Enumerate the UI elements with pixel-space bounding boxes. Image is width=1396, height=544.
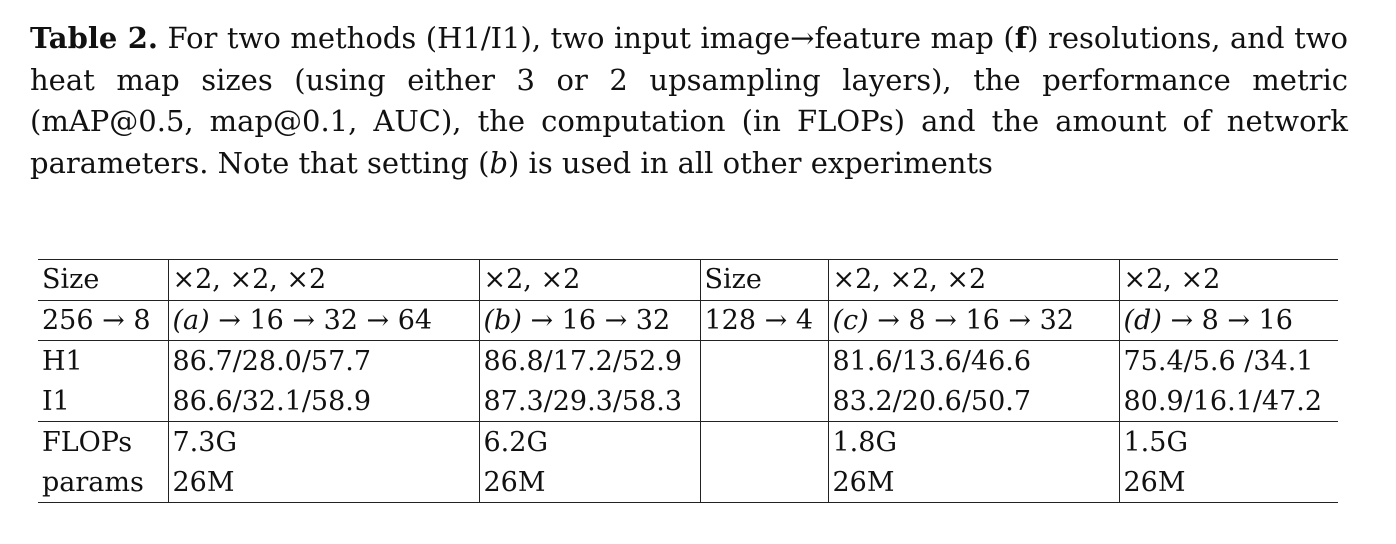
setting-b-chain: → 16 → 32 (521, 304, 671, 336)
setting-a-label: (a) (172, 304, 210, 336)
setting-b-label: (b) (483, 304, 522, 336)
header-cell-setting-b: (b) → 16 → 32 (478, 299, 700, 341)
cell-params-d: 26M (1118, 462, 1338, 503)
cell-h1-d: 75.4/5.6 /34.1 (1118, 340, 1338, 381)
caption-f-symbol: f (1014, 21, 1028, 55)
cell-flops-a: 7.3G (167, 421, 479, 462)
table-header-row-upsampling: Size ×2, ×2, ×2 ×2, ×2 Size ×2, ×2, ×2 ×… (38, 259, 1338, 300)
cell-flops-b: 6.2G (478, 421, 700, 462)
cell-params-c: 26M (827, 462, 1119, 503)
table-header-row-resolutions: 256 → 8 (a) → 16 → 32 → 64 (b) → 16 → 32… (38, 299, 1338, 341)
cell-i1-c: 83.2/20.6/50.7 (827, 381, 1119, 422)
results-table: Size ×2, ×2, ×2 ×2, ×2 Size ×2, ×2, ×2 ×… (38, 259, 1338, 503)
header-cell-upsampling-a: ×2, ×2, ×2 (167, 259, 479, 300)
header-cell-upsampling-d: ×2, ×2 (1118, 259, 1338, 300)
header-cell-upsampling-b: ×2, ×2 (478, 259, 700, 300)
caption-label: Table 2. (30, 21, 159, 55)
caption-text-part-3: ) is used in all other experiments (508, 145, 993, 180)
caption-text-part-1: For two methods (H1/I1), two input image… (158, 21, 1015, 55)
caption-b-symbol: b (489, 145, 509, 180)
header-cell-setting-a: (a) → 16 → 32 → 64 (167, 299, 479, 341)
table-row-i1: I1 86.6/32.1/58.9 87.3/29.3/58.3 83.2/20… (38, 381, 1338, 422)
cell-h1-a: 86.7/28.0/57.7 (167, 340, 479, 381)
table-row-h1: H1 86.7/28.0/57.7 86.8/17.2/52.9 81.6/13… (38, 340, 1338, 381)
cell-i1-b: 87.3/29.3/58.3 (478, 381, 700, 422)
header-cell-resolution-128: 128 → 4 (699, 299, 828, 341)
table-row-params: params 26M 26M 26M 26M (38, 462, 1338, 503)
cell-i1-d: 80.9/16.1/47.2 (1118, 381, 1338, 422)
table-caption: Table 2. For two methods (H1/I1), two in… (30, 18, 1348, 184)
header-cell-size-b: Size (699, 259, 828, 300)
caption-text-part-2: ) resolutions, and two heat map sizes (u… (30, 21, 1349, 180)
cell-flops-c: 1.8G (827, 421, 1119, 462)
header-cell-setting-c: (c) → 8 → 16 → 32 (827, 299, 1119, 341)
row-label-params: params (38, 462, 168, 503)
cell-params-empty (699, 462, 828, 503)
header-cell-resolution-256: 256 → 8 (38, 299, 168, 341)
cell-params-b: 26M (478, 462, 700, 503)
cell-params-a: 26M (167, 462, 479, 503)
table-row-flops: FLOPs 7.3G 6.2G 1.8G 1.5G (38, 421, 1338, 462)
setting-c-label: (c) (832, 304, 869, 336)
setting-d-label: (d) (1123, 304, 1162, 336)
cell-h1-b: 86.8/17.2/52.9 (478, 340, 700, 381)
cell-h1-c: 81.6/13.6/46.6 (827, 340, 1119, 381)
row-label-flops: FLOPs (38, 421, 168, 462)
setting-a-chain: → 16 → 32 → 64 (209, 304, 433, 336)
row-label-h1: H1 (38, 340, 168, 381)
cell-flops-d: 1.5G (1118, 421, 1338, 462)
row-label-i1: I1 (42, 385, 70, 417)
cell-flops-empty (699, 421, 828, 462)
cell-i1-empty (699, 381, 828, 422)
setting-c-chain: → 8 → 16 → 32 (868, 304, 1074, 336)
header-cell-setting-d: (d) → 8 → 16 (1118, 299, 1338, 341)
header-cell-size-a: Size (38, 259, 168, 300)
cell-h1-empty (699, 340, 828, 381)
header-cell-upsampling-c: ×2, ×2, ×2 (827, 259, 1119, 300)
setting-d-chain: → 8 → 16 (1161, 304, 1293, 336)
cell-i1-a: 86.6/32.1/58.9 (167, 381, 479, 422)
